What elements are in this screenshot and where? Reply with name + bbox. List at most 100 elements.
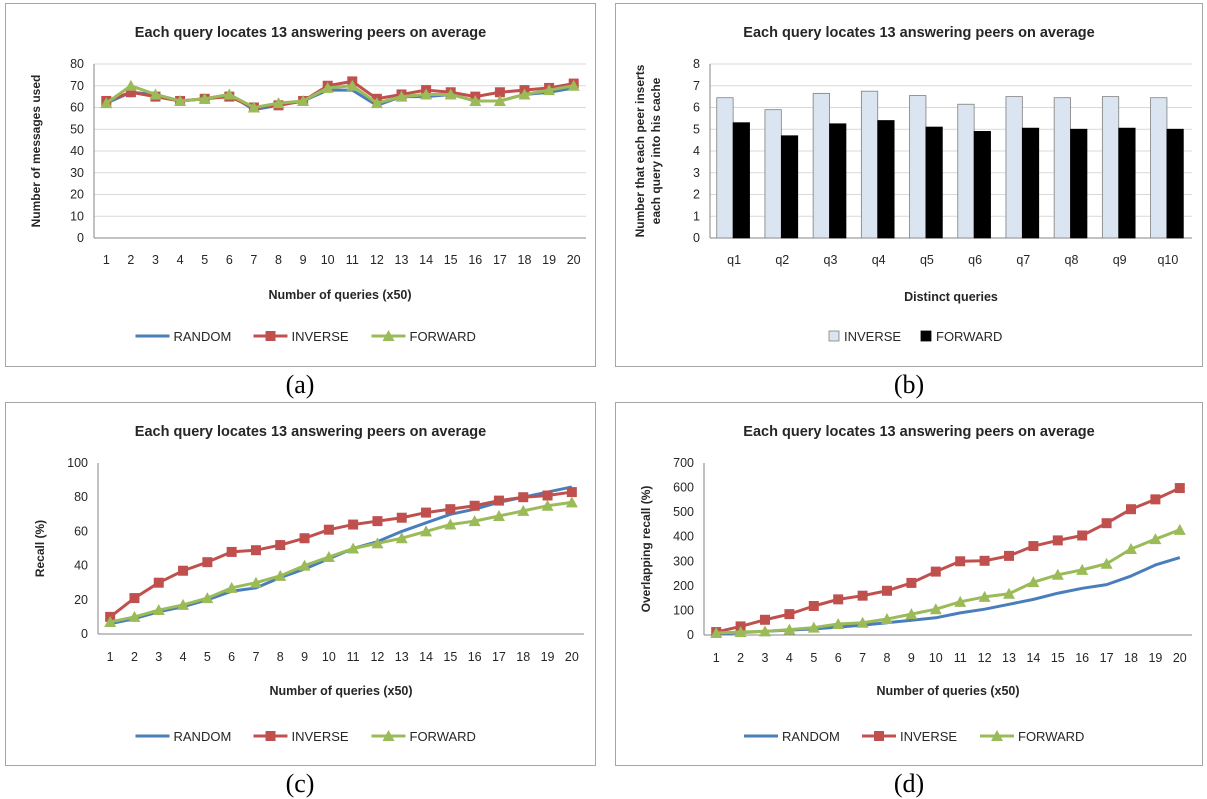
x-tick-label: 20: [1173, 651, 1187, 665]
chart-panel-a: Each query locates 13 answering peers on…: [5, 3, 596, 367]
x-tick-label: 11: [954, 651, 967, 665]
point-inverse: [1174, 483, 1185, 494]
bar-inverse: [764, 109, 782, 239]
point-forward: [371, 537, 384, 549]
x-tick-label: 18: [516, 650, 530, 664]
legend-label-forward: FORWARD: [1018, 729, 1084, 744]
x-tick-label: 3: [152, 253, 159, 267]
x-tick-label: 3: [762, 651, 769, 665]
y-tick-label: 60: [70, 101, 84, 115]
point-forward: [346, 79, 359, 91]
y-tick-label: 500: [673, 505, 694, 519]
x-tick-label: 4: [180, 650, 187, 664]
x-tick-label: 12: [978, 651, 992, 665]
bar-inverse: [1150, 97, 1168, 239]
point-inverse: [566, 487, 577, 498]
point-forward: [978, 590, 991, 602]
x-tick-label: 11: [346, 253, 359, 267]
x-tick-label: 6: [226, 253, 233, 267]
y-tick-label: 80: [74, 490, 88, 504]
bar-inverse: [716, 97, 734, 239]
y-tick-label: 60: [74, 524, 88, 538]
x-tick-label: 6: [835, 651, 842, 665]
legend-label-random: RANDOM: [782, 729, 840, 744]
y-tick-label: 2: [693, 188, 700, 202]
point-forward: [298, 559, 311, 571]
caption-a: (a): [285, 370, 315, 399]
bar-inverse: [909, 95, 927, 239]
caption-b: (b): [893, 370, 925, 399]
x-tick-label: q6: [968, 253, 982, 267]
x-tick-label: 6: [228, 650, 235, 664]
x-tick-label: 8: [884, 651, 891, 665]
point-forward: [518, 88, 531, 100]
point-inverse: [1126, 504, 1136, 515]
point-forward: [1149, 533, 1162, 545]
point-inverse: [445, 504, 456, 515]
point-inverse: [178, 565, 189, 576]
point-forward: [783, 623, 796, 635]
x-tick-label: 5: [201, 253, 208, 267]
y-tick-label: 10: [70, 209, 84, 223]
legend-marker-forward: [382, 730, 395, 741]
legend-label-forward: FORWARD: [936, 329, 1002, 344]
x-axis-title: Number of queries (x50): [269, 684, 412, 698]
series-line-forward: [109, 500, 573, 624]
point-forward: [420, 88, 433, 100]
y-tick-label: 7: [693, 79, 700, 93]
series-line-forward: [716, 528, 1181, 635]
point-forward: [929, 603, 942, 615]
x-tick-label: 1: [103, 253, 110, 267]
point-forward: [881, 613, 893, 625]
x-axis-title: Number of queries (x50): [876, 684, 1019, 698]
point-forward: [124, 79, 137, 91]
bar-forward: [1021, 127, 1040, 239]
y-tick-label: 600: [673, 481, 694, 495]
y-tick-label: 100: [67, 456, 88, 470]
point-forward: [297, 94, 310, 106]
point-inverse: [299, 533, 310, 544]
x-tick-label: 7: [250, 253, 257, 267]
point-inverse: [857, 590, 868, 601]
point-forward: [247, 101, 260, 113]
point-inverse: [882, 585, 892, 596]
point-inverse: [125, 87, 136, 98]
point-inverse: [979, 555, 990, 566]
y-axis-title: Recall (%): [33, 520, 47, 577]
y-tick-label: 0: [693, 231, 700, 245]
point-forward: [468, 515, 481, 527]
point-forward: [444, 88, 457, 100]
point-forward: [444, 518, 457, 530]
point-inverse: [1004, 550, 1014, 561]
x-tick-label: 17: [492, 650, 506, 664]
point-inverse: [1052, 535, 1063, 546]
point-forward: [1051, 568, 1064, 580]
point-forward: [543, 84, 556, 96]
point-forward: [174, 94, 187, 106]
legend-label-random: RANDOM: [174, 729, 232, 744]
x-tick-label: 9: [908, 651, 915, 665]
y-tick-label: 5: [693, 122, 700, 136]
x-tick-label: 2: [737, 651, 744, 665]
caption-d: (d): [893, 769, 925, 798]
x-tick-label: q5: [920, 253, 934, 267]
point-forward: [321, 81, 334, 93]
legend-swatch-inverse: [828, 330, 840, 342]
point-forward: [100, 97, 113, 109]
y-axis-title: Overlapping recall (%): [639, 486, 653, 613]
chart-title: Each query locates 13 answering peers on…: [743, 25, 1094, 41]
y-axis-title: Number that each peer inserts each query …: [633, 64, 663, 237]
x-tick-label: 12: [370, 253, 384, 267]
point-forward: [322, 551, 335, 563]
point-forward: [152, 604, 165, 616]
point-forward: [225, 581, 238, 593]
point-inverse: [1077, 530, 1088, 541]
point-inverse: [1150, 494, 1161, 505]
x-tick-label: 15: [444, 253, 458, 267]
point-forward: [1003, 587, 1015, 599]
bar-inverse: [1053, 97, 1071, 239]
point-inverse: [275, 540, 286, 551]
point-forward: [104, 616, 117, 628]
y-tick-label: 400: [673, 530, 694, 544]
point-forward: [905, 608, 918, 620]
